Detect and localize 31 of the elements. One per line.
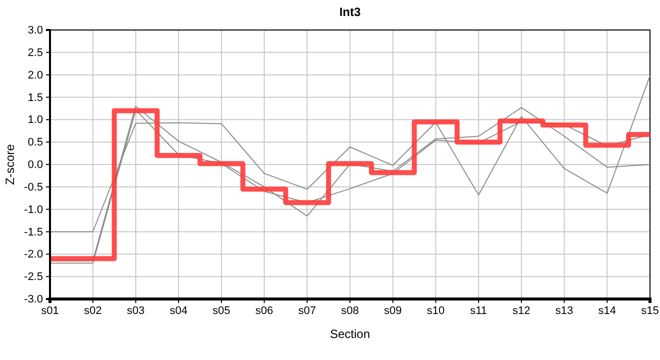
x-axis-title: Section [330, 327, 370, 341]
x-tick-label: s08 [341, 304, 359, 317]
x-tick-label: s11 [470, 304, 488, 317]
y-tick-label: -2.5 [24, 271, 43, 284]
x-tick-label: s04 [170, 304, 188, 317]
y-tick-label: -3.0 [24, 294, 43, 306]
y-tick-label: -2.0 [24, 248, 43, 261]
y-tick-label: 0.5 [28, 136, 43, 149]
x-tick-label: s09 [384, 304, 402, 317]
y-tick-label: -1.0 [24, 204, 43, 216]
x-tick-label: s13 [555, 304, 574, 317]
y-tick-label: 2.5 [28, 46, 43, 59]
y-tick-label: 1.5 [28, 92, 43, 104]
x-tick-label: s15 [641, 304, 659, 317]
x-tick-label: s14 [598, 304, 616, 317]
x-tick-label: s12 [512, 304, 530, 317]
chart-title: Int3 [339, 5, 361, 19]
y-tick-label: 1.0 [28, 114, 43, 126]
x-tick-label: s05 [212, 304, 230, 317]
y-tick-label: 0.0 [28, 159, 43, 172]
y-tick-label: -1.5 [24, 226, 43, 238]
x-tick-label: s07 [298, 304, 316, 317]
x-tick-label: s03 [126, 304, 145, 317]
y-axis-title: Z-score [3, 144, 17, 185]
x-tick-label: s10 [426, 304, 445, 317]
y-tick-label: 3.0 [28, 24, 43, 37]
y-tick-label: -0.5 [24, 181, 43, 194]
x-tick-label: s02 [84, 304, 102, 317]
x-tick-label: s01 [41, 304, 59, 317]
x-tick-label: s06 [255, 304, 274, 317]
y-tick-label: 2.0 [28, 69, 43, 82]
